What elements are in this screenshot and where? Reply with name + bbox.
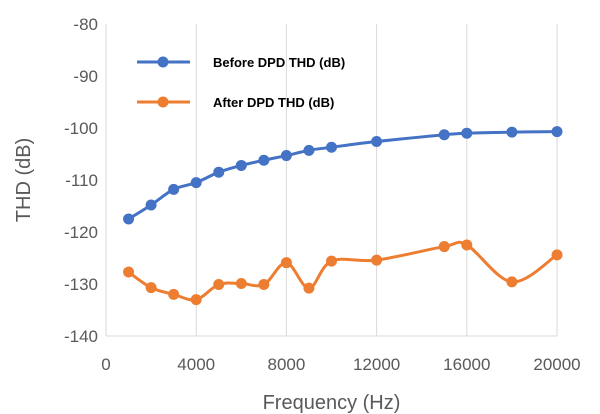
data-point [438,241,450,253]
x-tick-label: 16000 [443,355,490,374]
data-point [371,254,383,266]
y-tick-label: -90 [73,67,98,86]
data-point [280,150,292,162]
legend: Before DPD THD (dB) After DPD THD (dB) [137,55,345,110]
data-point [303,144,315,156]
grid-layer [105,24,558,337]
x-axis-ticks: 0 4000 8000 12000 16000 20000 [101,355,580,374]
legend-label: After DPD THD (dB) [213,95,334,110]
y-tick-label: -110 [65,171,98,190]
y-tick-label: -120 [64,223,98,242]
x-tick-label: 8000 [267,355,305,374]
data-point [303,282,315,294]
legend-swatch-marker [157,56,169,68]
data-point [258,154,270,166]
x-axis-title: Frequency (Hz) [263,392,401,414]
data-point [123,266,135,278]
x-tick-label: 4000 [177,355,215,374]
series-line [127,240,558,302]
data-point [551,249,563,261]
data-point [168,183,180,195]
data-point [258,279,270,291]
data-point [438,129,450,141]
series-layer [123,126,563,306]
y-axis-title: THD (dB) [13,138,35,222]
data-point [235,159,247,171]
data-point [235,277,247,289]
data-point [551,126,563,138]
data-point [506,276,518,288]
legend-swatch-marker [157,96,169,108]
data-point [461,239,473,251]
data-point [213,166,225,178]
data-point [326,255,337,267]
data-point [123,213,135,225]
data-point [190,177,202,189]
data-point [506,126,518,138]
legend-label: Before DPD THD (dB) [213,55,345,70]
data-point [213,279,225,291]
x-tick-label: 20000 [533,355,580,374]
y-tick-label: -130 [64,275,98,294]
data-point [145,199,157,211]
data-point [371,136,383,148]
y-tick-label: -140 [64,327,98,346]
series-before-dpd [123,126,563,225]
y-tick-label: -100 [64,119,98,138]
data-point [280,257,292,269]
series-line [127,130,558,221]
data-point [145,282,157,294]
y-tick-label: -80 [73,15,98,34]
x-tick-label: 0 [101,355,110,374]
data-point [190,294,202,306]
series-after-dpd [123,239,563,306]
x-tick-label: 12000 [353,355,400,374]
data-point [326,141,337,153]
data-point [168,288,180,300]
data-point [461,127,473,139]
y-axis-ticks: -140 -130 -120 -110 -100 -90 -80 [64,15,98,346]
